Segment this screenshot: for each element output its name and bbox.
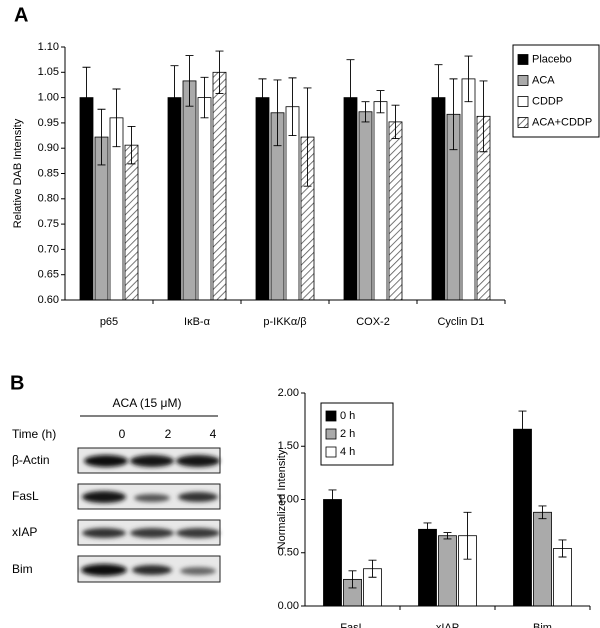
x-tick-label: COX-2 <box>356 316 390 328</box>
x-tick-label: xIAP <box>436 622 459 628</box>
error-bar <box>558 539 567 558</box>
legend-swatch <box>325 410 337 422</box>
legend-swatch <box>517 75 529 86</box>
error-bar <box>434 64 443 131</box>
y-tick-label: 0.70 <box>38 243 59 255</box>
y-tick-label: 1.00 <box>278 493 299 505</box>
bar <box>418 528 437 607</box>
time: 2 <box>165 427 172 441</box>
error-bar <box>376 90 385 114</box>
x-tick-label: p65 <box>100 316 118 328</box>
x-tick-label: FasL <box>340 622 364 628</box>
bar <box>323 499 342 607</box>
bar <box>255 97 270 301</box>
treatment-label: ACA (15 μM) <box>113 396 182 410</box>
legend-label: Placebo <box>532 53 572 65</box>
error-bar <box>391 104 400 140</box>
x-tick-label: Bim <box>533 622 552 628</box>
y-tick-label: 1.10 <box>38 41 59 53</box>
y-tick-label: 0.60 <box>38 294 59 306</box>
error-bar <box>82 66 91 129</box>
bar <box>373 101 388 301</box>
error-bar <box>215 50 224 95</box>
error-bar <box>170 65 179 130</box>
legend-label: ACA+CDDP <box>532 116 592 128</box>
error-bar <box>361 101 370 123</box>
error-bar <box>258 78 267 117</box>
error-bar <box>538 505 547 520</box>
legend-swatch <box>325 446 337 458</box>
time-label: Time (h) <box>12 427 56 441</box>
y-tick-label: 0.65 <box>38 269 59 281</box>
bar <box>533 511 552 607</box>
legend-swatch <box>325 428 337 440</box>
error-bar <box>449 78 458 151</box>
error-bar <box>464 55 473 103</box>
error-bar <box>443 532 452 540</box>
error-bar <box>303 87 312 187</box>
y-tick-label: 0.50 <box>278 547 299 559</box>
y-tick-label: 0.00 <box>278 600 299 612</box>
error-bar <box>479 80 488 153</box>
error-bar <box>423 522 432 537</box>
legend-label: 0 h <box>340 410 355 422</box>
error-bar <box>346 59 355 136</box>
bar <box>388 121 403 301</box>
legend-swatch <box>517 96 529 107</box>
error-bar <box>97 108 106 166</box>
bar <box>513 428 532 607</box>
bar <box>182 80 197 301</box>
row-label: β-Actin <box>12 453 50 467</box>
error-bar <box>185 55 194 107</box>
y-tick-label: 0.90 <box>38 142 59 154</box>
error-bar <box>463 511 472 560</box>
row-label: xIAP <box>12 525 37 539</box>
bar <box>358 111 373 301</box>
legend-label: ACA <box>532 74 555 86</box>
panel-label: A <box>14 4 28 26</box>
time: 0 <box>119 427 126 441</box>
legend-label: 4 h <box>340 446 355 458</box>
legend-label: CDDP <box>532 95 563 107</box>
row-label: Bim <box>12 562 33 576</box>
x-tick-label: p-IKKα/β <box>263 316 306 328</box>
legend-label: 2 h <box>340 428 355 440</box>
time: 4 <box>210 427 217 441</box>
bar <box>212 71 227 301</box>
panel-label: B <box>10 372 24 394</box>
y-tick-label: 2.00 <box>278 387 299 399</box>
error-bar <box>348 570 357 589</box>
error-bar <box>328 489 337 510</box>
error-bar <box>288 77 297 136</box>
y-tick-label: 1.00 <box>38 92 59 104</box>
error-bar <box>273 79 282 147</box>
bar <box>461 78 476 301</box>
error-bar <box>368 559 377 578</box>
legend-swatch <box>517 117 529 128</box>
error-bar <box>200 76 209 119</box>
error-bar <box>518 410 527 448</box>
y-tick-label: 0.80 <box>38 193 59 205</box>
legend-swatch <box>517 54 529 65</box>
y-axis-label: Normalized Intensity <box>276 449 288 549</box>
x-tick-label: Cyclin D1 <box>437 316 484 328</box>
y-tick-label: 0.95 <box>38 117 59 129</box>
row-label: FasL <box>12 489 39 503</box>
y-tick-label: 0.85 <box>38 167 59 179</box>
y-axis-label: Relative DAB Intensity <box>12 118 24 228</box>
error-bar <box>127 125 136 165</box>
bands <box>81 455 220 576</box>
western-blot: ACA (15 μM) Time (h) 0 2 4 β-Actin FasL … <box>12 396 221 583</box>
bar <box>124 144 139 301</box>
bar <box>438 535 457 607</box>
y-tick-label: 1.05 <box>38 66 59 78</box>
y-tick-label: 1.50 <box>278 440 299 452</box>
y-tick-label: 0.75 <box>38 218 59 230</box>
error-bar <box>112 88 121 148</box>
bar <box>197 97 212 301</box>
x-tick-label: IκB-α <box>184 316 211 328</box>
